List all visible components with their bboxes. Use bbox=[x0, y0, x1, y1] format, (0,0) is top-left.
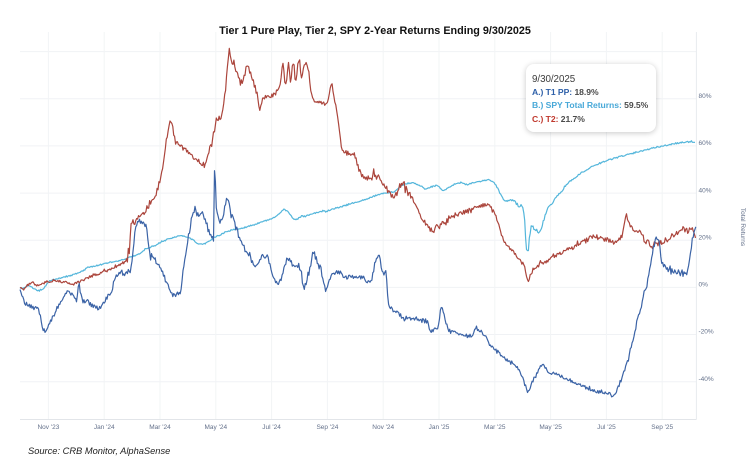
svg-text:May '25: May '25 bbox=[539, 424, 562, 431]
svg-text:Nov '24: Nov '24 bbox=[372, 424, 394, 431]
svg-text:Mar '25: Mar '25 bbox=[484, 424, 506, 431]
svg-text:Total Returns: Total Returns bbox=[739, 208, 746, 247]
svg-text:Jul '25: Jul '25 bbox=[597, 424, 616, 431]
svg-text:Jul '24: Jul '24 bbox=[262, 424, 281, 431]
svg-text:40%: 40% bbox=[699, 187, 712, 194]
svg-text:60%: 60% bbox=[699, 140, 712, 147]
svg-text:Mar '24: Mar '24 bbox=[149, 424, 171, 431]
svg-text:Sep '24: Sep '24 bbox=[316, 424, 338, 431]
svg-text:Jan '24: Jan '24 bbox=[94, 424, 115, 431]
svg-text:-20%: -20% bbox=[699, 329, 714, 336]
svg-text:Nov '23: Nov '23 bbox=[37, 424, 59, 431]
svg-text:May '24: May '24 bbox=[205, 424, 228, 431]
svg-text:20%: 20% bbox=[699, 234, 712, 241]
svg-text:-40%: -40% bbox=[699, 376, 714, 383]
svg-text:0%: 0% bbox=[699, 282, 709, 289]
svg-text:80%: 80% bbox=[699, 93, 712, 100]
svg-text:Jan '25: Jan '25 bbox=[429, 424, 450, 431]
svg-text:Sep '25: Sep '25 bbox=[651, 424, 673, 431]
